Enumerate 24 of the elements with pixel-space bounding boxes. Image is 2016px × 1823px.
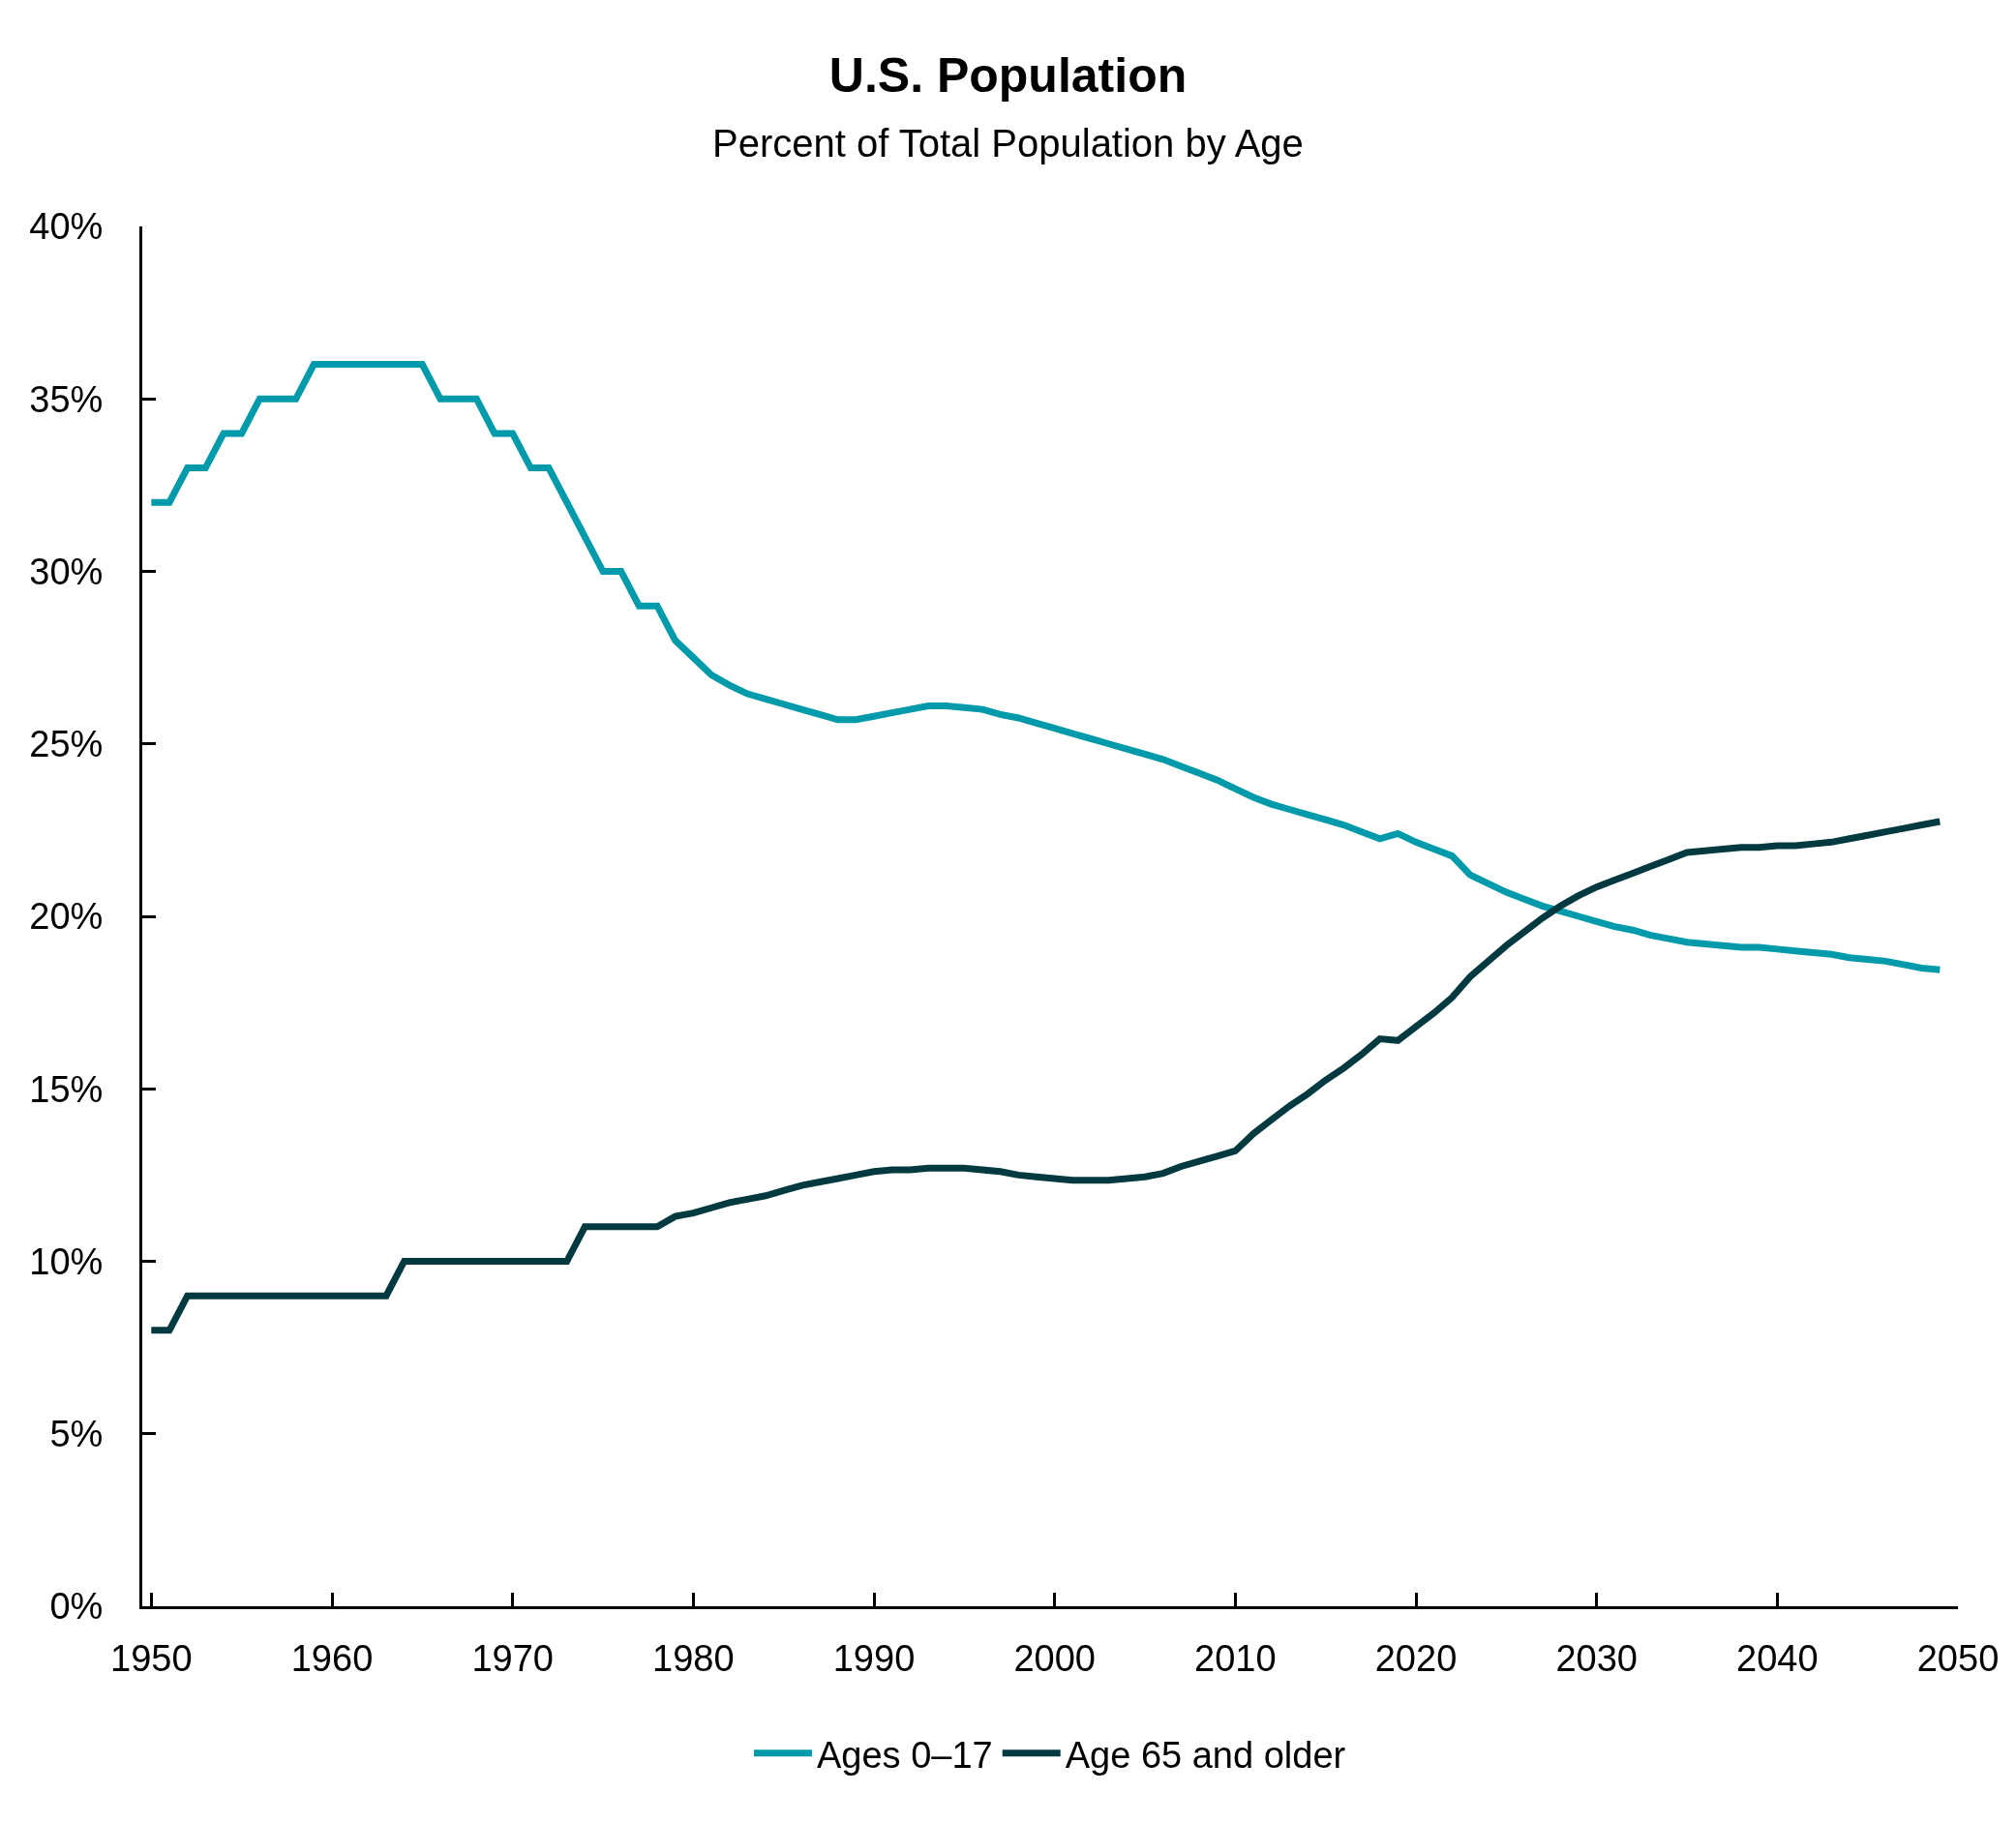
x-tick-label: 2020 xyxy=(1374,1637,1458,1679)
x-tick-label: 1980 xyxy=(652,1637,735,1679)
x-tick-label: 2000 xyxy=(1013,1637,1096,1679)
chart-title: U.S. Population xyxy=(828,47,1188,103)
chart-subtitle: Percent of Total Population by Age xyxy=(712,122,1304,164)
x-tick-label: 1990 xyxy=(832,1637,916,1679)
x-tick-label: 2010 xyxy=(1194,1637,1277,1679)
x-tick-label: 2050 xyxy=(1916,1637,2000,1679)
y-tick-label: 20% xyxy=(29,896,104,938)
y-tick-label: 40% xyxy=(29,206,104,248)
x-tick-label: 2030 xyxy=(1555,1637,1638,1679)
y-tick-label: 5% xyxy=(49,1414,104,1455)
x-tick-label: 1970 xyxy=(471,1637,554,1679)
y-tick-label: 0% xyxy=(49,1586,104,1628)
y-tick-label: 15% xyxy=(29,1068,104,1110)
x-tick-label: 2040 xyxy=(1736,1637,1819,1679)
y-tick-label: 10% xyxy=(29,1240,104,1282)
legend-label: Ages 0–17 xyxy=(817,1734,993,1776)
y-tick-label: 35% xyxy=(29,378,104,420)
x-tick-label: 1950 xyxy=(110,1637,193,1679)
y-tick-label: 30% xyxy=(29,551,104,592)
x-tick-label: 1960 xyxy=(290,1637,374,1679)
legend-label: Age 65 and older xyxy=(1065,1734,1346,1776)
y-tick-label: 25% xyxy=(29,724,104,765)
